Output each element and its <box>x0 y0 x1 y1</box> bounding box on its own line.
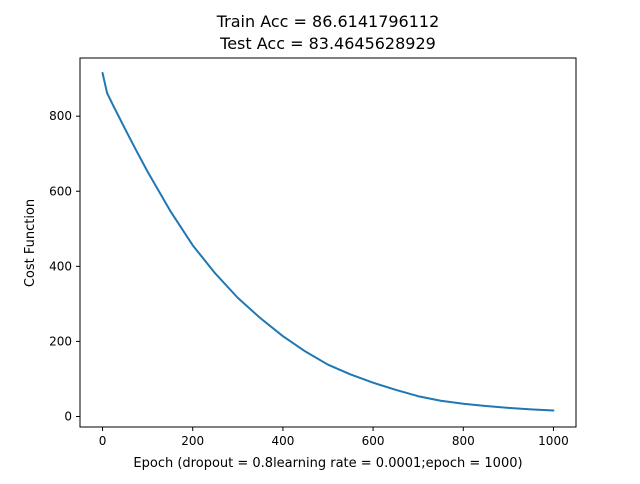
x-tick-label: 800 <box>452 434 475 448</box>
y-tick-label: 400 <box>49 259 72 273</box>
y-tick-label: 600 <box>49 184 72 198</box>
cost-curve-line <box>101 72 555 412</box>
x-tick-label: 200 <box>181 434 204 448</box>
x-axis-label: Epoch (dropout = 0.8learning rate = 0.00… <box>133 456 522 471</box>
plot-area: 0 200 400 600 800 1000 0 200 400 600 800 <box>49 72 569 448</box>
x-tick-label: 400 <box>271 434 294 448</box>
chart-title-line-2: Test Acc = 83.4645628929 <box>219 34 436 53</box>
chart-title-line-1: Train Acc = 86.6141796112 <box>216 12 440 31</box>
y-tick-label: 200 <box>49 334 72 348</box>
plot-frame <box>79 57 577 428</box>
y-tick-label: 0 <box>64 409 72 423</box>
y-axis-label: Cost Function <box>23 199 38 287</box>
x-tick-label: 1000 <box>538 434 569 448</box>
y-tick-label: 800 <box>49 109 72 123</box>
x-tick-label: 0 <box>99 434 107 448</box>
x-tick-label: 600 <box>362 434 385 448</box>
